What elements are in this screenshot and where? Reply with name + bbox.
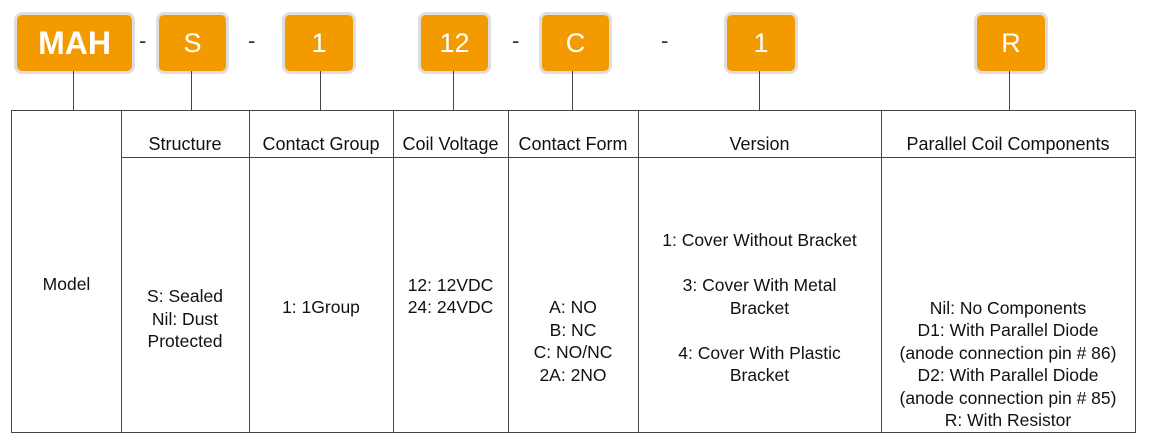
header-coil-voltage: Coil Voltage — [402, 134, 499, 154]
header-contact-group: Contact Group — [262, 134, 380, 154]
column-divider — [508, 110, 509, 432]
header-coil-components: Parallel Coil Components — [906, 134, 1110, 154]
cell-contact-form: A: NO B: NC C: NO/NC 2A: 2NO — [533, 297, 613, 385]
separator: - — [661, 28, 669, 53]
connector — [572, 71, 573, 110]
connector — [759, 71, 760, 110]
header-divider — [121, 157, 1135, 158]
header-contact-form: Contact Form — [518, 134, 628, 154]
cell-model: Model — [42, 273, 91, 294]
column-divider — [638, 110, 639, 432]
cell-coil-voltage: 12: 12VDC 24: 24VDC — [407, 274, 494, 318]
column-divider — [121, 110, 122, 432]
code-box-contact-group: 1 — [282, 12, 356, 74]
separator: - — [512, 28, 520, 53]
header-structure: Structure — [148, 134, 222, 154]
code-box-model: MAH — [14, 12, 135, 74]
connector — [453, 71, 454, 110]
code-box-version: 1 — [724, 12, 798, 74]
header-version: Version — [729, 134, 790, 154]
separator: - — [248, 28, 256, 53]
cell-structure: S: Sealed Nil: Dust Protected — [147, 286, 223, 352]
code-box-structure: S — [156, 12, 229, 74]
cell-contact-group: 1: 1Group — [282, 296, 360, 317]
table-border — [11, 110, 1136, 433]
connector — [73, 71, 74, 110]
code-box-coil-voltage: 12 — [418, 12, 491, 74]
separator: - — [139, 28, 147, 53]
column-divider — [393, 110, 394, 432]
cell-version: 1: Cover Without Bracket 3: Cover With M… — [662, 230, 857, 386]
code-box-coil-components: R — [974, 12, 1048, 74]
connector — [1009, 71, 1010, 110]
connector — [191, 71, 192, 110]
code-box-contact-form: C — [539, 12, 612, 74]
cell-coil-components: Nil: No Components D1: With Parallel Dio… — [899, 297, 1117, 431]
column-divider — [249, 110, 250, 432]
column-divider — [881, 110, 882, 432]
connector — [320, 71, 321, 110]
